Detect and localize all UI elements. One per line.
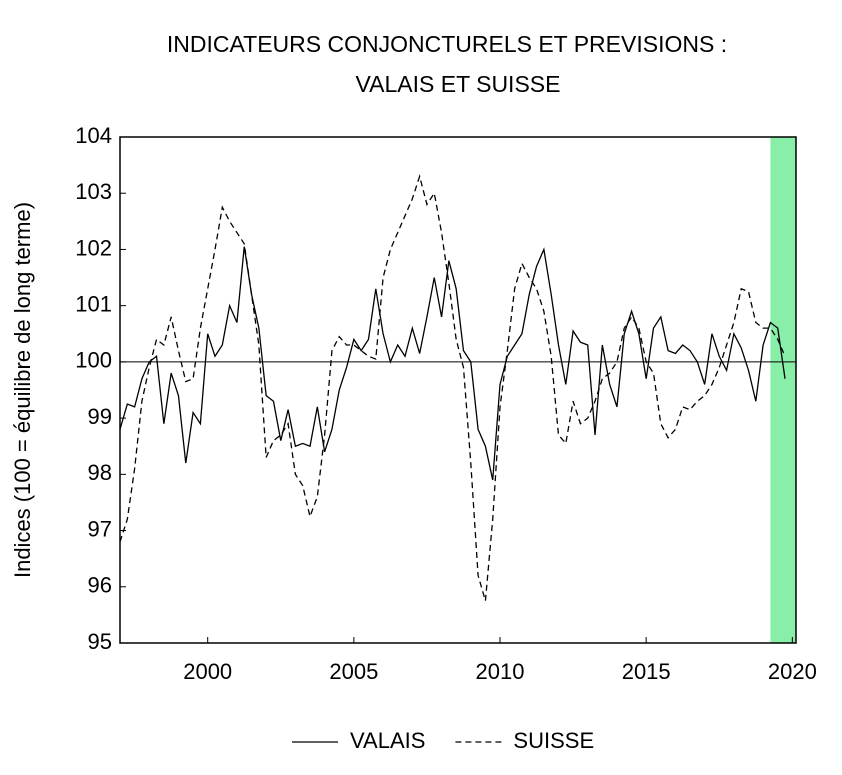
y-tick-label: 101: [75, 291, 112, 316]
chart-title: VALAIS ET SUISSE: [356, 71, 561, 97]
x-tick-label: 2020: [768, 659, 817, 684]
x-tick-label: 2005: [329, 659, 378, 684]
y-tick-label: 97: [88, 516, 112, 541]
y-tick-label: 100: [75, 348, 112, 373]
legend-label: SUISSE: [513, 728, 594, 753]
y-tick-label: 104: [75, 123, 112, 148]
y-tick-label: 103: [75, 179, 112, 204]
series-line: [119, 246, 786, 481]
y-tick-label: 96: [88, 573, 112, 598]
plot-frame: [119, 136, 797, 644]
legend-label: VALAIS: [350, 728, 425, 753]
y-tick-label: 95: [88, 629, 112, 654]
chart-title: INDICATEURS CONJONCTURELS ET PREVISIONS …: [167, 31, 727, 57]
series-line: [119, 174, 786, 602]
y-axis-label: Indices (100 = équilibre de long terme): [10, 202, 35, 578]
forecast-band: [770, 137, 796, 643]
x-tick-label: 2000: [183, 659, 232, 684]
y-tick-label: 102: [75, 235, 112, 260]
x-tick-label: 2015: [622, 659, 671, 684]
y-tick-label: 98: [88, 460, 112, 485]
x-tick-label: 2010: [476, 659, 525, 684]
y-tick-label: 99: [88, 404, 112, 429]
